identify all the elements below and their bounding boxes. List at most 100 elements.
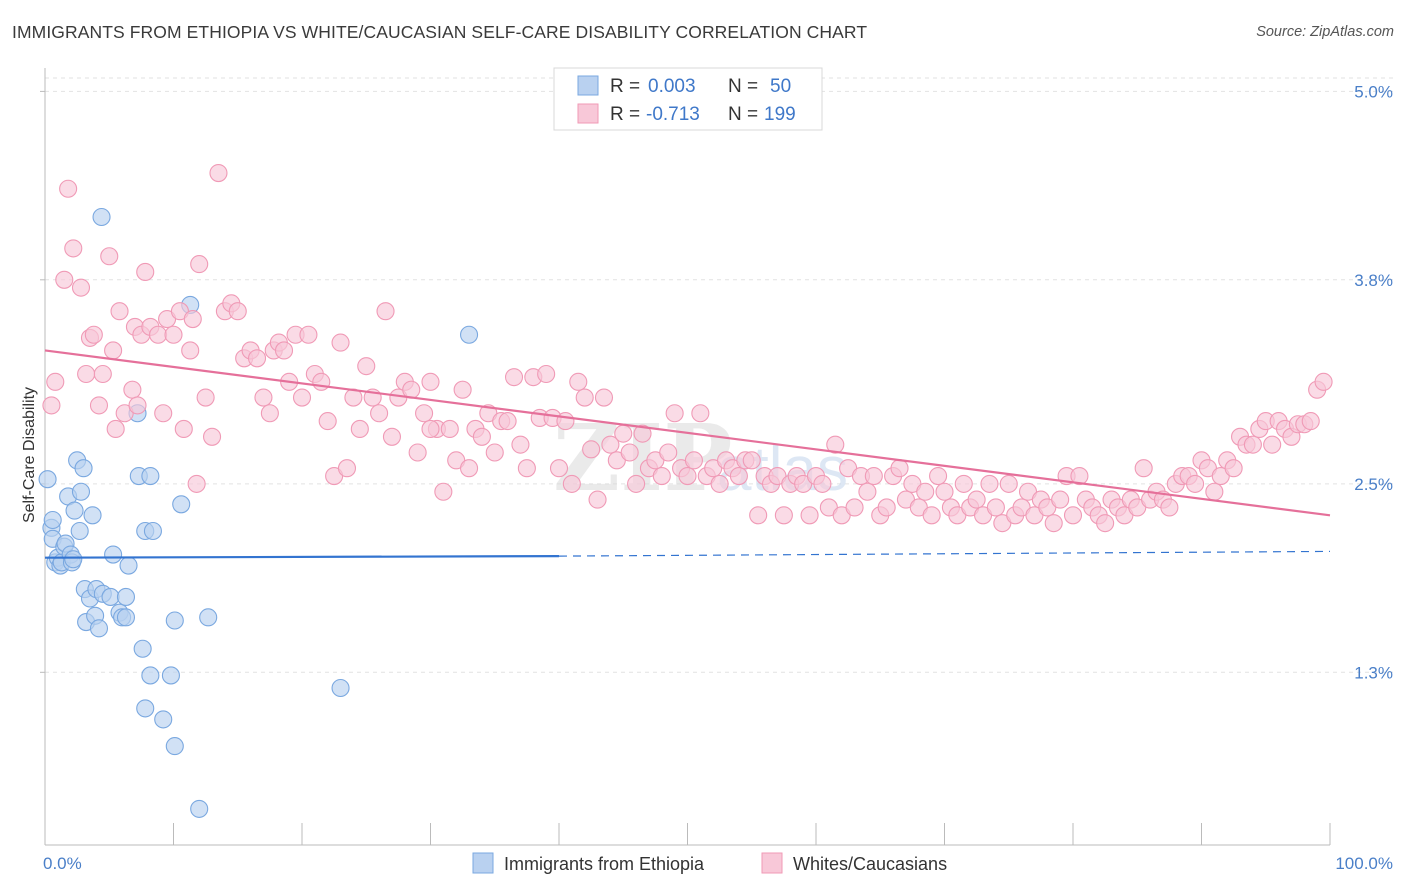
- point-white: [440, 419, 459, 439]
- trend-line-ethiopia-extension: [558, 550, 1331, 557]
- point-white: [684, 451, 703, 470]
- axes: [40, 68, 1331, 846]
- point-white: [954, 474, 973, 493]
- point-white: [472, 427, 491, 446]
- point-white: [620, 443, 639, 462]
- point-ethiopia: [83, 506, 102, 525]
- bottom-legend-swatch-white: [761, 852, 783, 874]
- point-white: [274, 341, 294, 360]
- point-ethiopia: [89, 619, 109, 638]
- data-points: [38, 163, 1333, 818]
- point-white: [517, 459, 536, 478]
- point-white: [55, 270, 74, 289]
- point-white: [181, 341, 200, 360]
- point-ethiopia: [165, 737, 184, 756]
- legend-swatch-ethiopia: [577, 75, 599, 96]
- point-ethiopia: [154, 710, 173, 729]
- legend-r-value-1: 0.003: [648, 76, 696, 97]
- point-white: [556, 412, 575, 431]
- point-ethiopia: [70, 521, 89, 541]
- point-ethiopia: [136, 699, 155, 718]
- point-white: [864, 466, 883, 486]
- point-ethiopia: [172, 495, 191, 514]
- trend-lines: [44, 349, 1331, 559]
- point-white: [382, 427, 402, 446]
- point-ethiopia: [190, 799, 209, 818]
- legend-box: R = 0.003 N = 50 R = -0.713 N = 199: [553, 67, 823, 131]
- point-white: [331, 333, 350, 352]
- point-white: [916, 482, 935, 501]
- point-white: [59, 179, 78, 198]
- point-white: [434, 482, 453, 501]
- point-white: [110, 302, 129, 321]
- point-ethiopia: [331, 678, 350, 698]
- point-white: [678, 466, 697, 486]
- point-ethiopia: [101, 587, 120, 606]
- point-white: [485, 443, 504, 462]
- point-white: [164, 325, 183, 344]
- point-white: [1243, 435, 1262, 454]
- point-white: [1263, 435, 1282, 454]
- point-white: [800, 506, 819, 525]
- legend-n-value-1: 50: [770, 76, 791, 97]
- point-ethiopia: [116, 587, 136, 606]
- y-tick-label: 5.0%: [1354, 82, 1393, 101]
- point-white: [1096, 514, 1115, 533]
- bottom-legend-label-ethiopia: Immigrants from Ethiopia: [504, 854, 705, 874]
- legend-r-label-2: R =: [610, 104, 640, 125]
- point-ethiopia: [459, 325, 479, 344]
- point-white: [652, 466, 671, 486]
- point-white: [498, 412, 517, 431]
- point-white: [627, 474, 646, 493]
- point-white: [980, 474, 999, 493]
- point-white: [209, 163, 228, 183]
- point-white: [312, 372, 331, 391]
- point-white: [1044, 514, 1063, 533]
- point-white: [594, 388, 614, 407]
- point-white: [1314, 372, 1333, 391]
- point-ethiopia: [64, 550, 83, 569]
- bottom-legend-label-white: Whites/Caucasians: [793, 854, 947, 874]
- point-white: [318, 412, 337, 431]
- point-white: [71, 278, 91, 297]
- legend-n-label-1: N =: [728, 76, 758, 97]
- point-white: [845, 498, 864, 517]
- point-white: [299, 325, 318, 344]
- y-tick-labels: 1.3% 2.5% 3.8% 5.0%: [1354, 82, 1393, 682]
- point-white: [986, 498, 1005, 517]
- point-white: [774, 506, 793, 525]
- point-white: [858, 482, 877, 501]
- point-ethiopia: [143, 521, 162, 541]
- point-white: [742, 451, 761, 470]
- point-white: [729, 466, 748, 486]
- point-white: [1063, 506, 1083, 525]
- point-white: [1224, 459, 1243, 478]
- point-white: [376, 302, 395, 321]
- point-white: [877, 498, 896, 517]
- x-tick-label-min: 0.0%: [43, 854, 82, 873]
- point-white: [183, 309, 202, 329]
- point-white: [84, 325, 103, 344]
- y-tick-label: 3.8%: [1354, 271, 1393, 290]
- y-axis-label: Self-Care Disability: [21, 387, 38, 523]
- point-white: [89, 396, 109, 415]
- point-white: [549, 459, 569, 478]
- grid-lines: [45, 77, 1393, 673]
- point-white: [100, 247, 119, 266]
- point-white: [633, 424, 652, 443]
- point-ethiopia: [161, 666, 180, 685]
- point-ethiopia: [141, 666, 160, 685]
- point-white: [203, 427, 222, 446]
- point-white: [187, 474, 206, 493]
- bottom-legend: Immigrants from Ethiopia Whites/Caucasia…: [472, 852, 947, 874]
- point-white: [1186, 474, 1205, 493]
- point-ethiopia: [141, 466, 160, 486]
- point-white: [408, 443, 427, 462]
- point-white: [1134, 459, 1153, 478]
- point-white: [1301, 412, 1320, 431]
- point-white: [77, 364, 96, 384]
- legend-n-label-2: N =: [728, 104, 758, 125]
- point-white: [813, 474, 832, 493]
- point-white: [665, 404, 684, 423]
